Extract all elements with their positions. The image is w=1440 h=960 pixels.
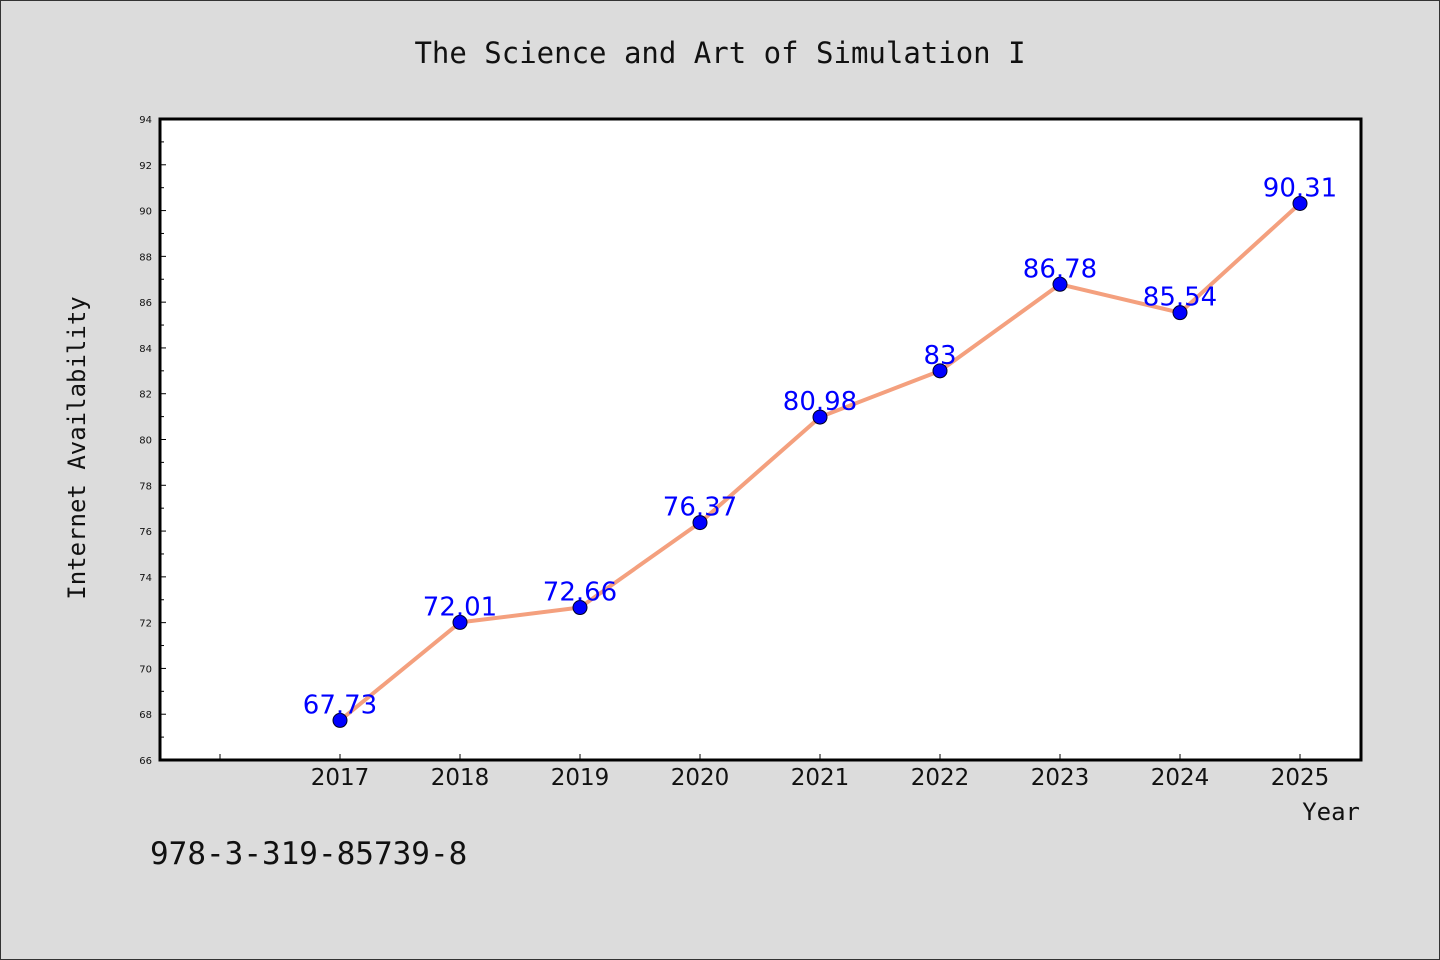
data-point: [1172, 305, 1188, 321]
data-point: [1292, 195, 1308, 211]
y-tick-label: 66: [139, 756, 152, 767]
data-point: [812, 409, 828, 425]
data-label: 67.73: [303, 690, 377, 720]
plot-area: [158, 117, 1363, 762]
y-tick-label: 80: [139, 436, 152, 447]
data-label: 85.54: [1143, 283, 1217, 313]
data-point: [932, 363, 948, 379]
x-axis: 2017 2018 2019 2020 2021 2022 2023 2024 2025: [219, 754, 1330, 791]
data-point: [1052, 276, 1068, 292]
y-axis-label: Internet Availability: [63, 296, 91, 599]
data-label: 80.98: [783, 387, 857, 417]
data-label: 72.66: [543, 578, 617, 608]
x-tick-label: 2019: [551, 765, 610, 791]
data-label: 83: [923, 341, 956, 371]
chart-title: The Science and Art of Simulation I: [414, 36, 1025, 70]
x-tick-label: 2024: [1151, 765, 1210, 791]
x-tick-label: 2023: [1031, 765, 1090, 791]
data-point: [572, 600, 588, 616]
y-tick-label: 68: [139, 710, 152, 721]
x-tick-label: 2025: [1271, 765, 1330, 791]
data-point: [332, 712, 348, 728]
y-tick-label: 72: [139, 619, 152, 630]
series-group: [332, 195, 1308, 728]
y-tick-label: 90: [139, 207, 152, 218]
x-tick-label: 2020: [671, 765, 730, 791]
data-point: [692, 515, 708, 531]
y-tick-label: 84: [139, 344, 152, 355]
data-label: 90.31: [1263, 173, 1337, 203]
x-axis-label: Year: [1302, 798, 1360, 826]
y-tick-label: 78: [139, 481, 152, 492]
y-tick-label: 70: [139, 664, 152, 675]
x-tick-label: 2017: [311, 765, 370, 791]
y-tick-label: 74: [139, 573, 152, 584]
x-tick-label: 2018: [431, 765, 490, 791]
y-axis: 66 68 70 72 74 76 78 80 82 84 86 88 90 92 94: [139, 115, 166, 767]
data-label: 86.78: [1023, 254, 1097, 284]
y-tick-label: 92: [139, 161, 152, 172]
y-tick-label: 94: [139, 115, 152, 126]
data-label: 72.01: [423, 592, 497, 622]
data-labels: 67.73 72.01 72.66 76.37 80.98 83 86.78 85.54 90.…: [303, 173, 1337, 720]
y-tick-label: 86: [139, 298, 152, 309]
x-tick-label: 2022: [911, 765, 970, 791]
y-tick-label: 82: [139, 390, 152, 401]
isbn-annotation: 978-3-319-85739-8: [150, 836, 467, 872]
data-point: [452, 614, 468, 630]
y-tick-label: 76: [139, 527, 152, 538]
x-tick-label: 2021: [791, 765, 850, 791]
y-tick-label: 88: [139, 252, 152, 263]
data-label: 76.37: [663, 493, 737, 523]
